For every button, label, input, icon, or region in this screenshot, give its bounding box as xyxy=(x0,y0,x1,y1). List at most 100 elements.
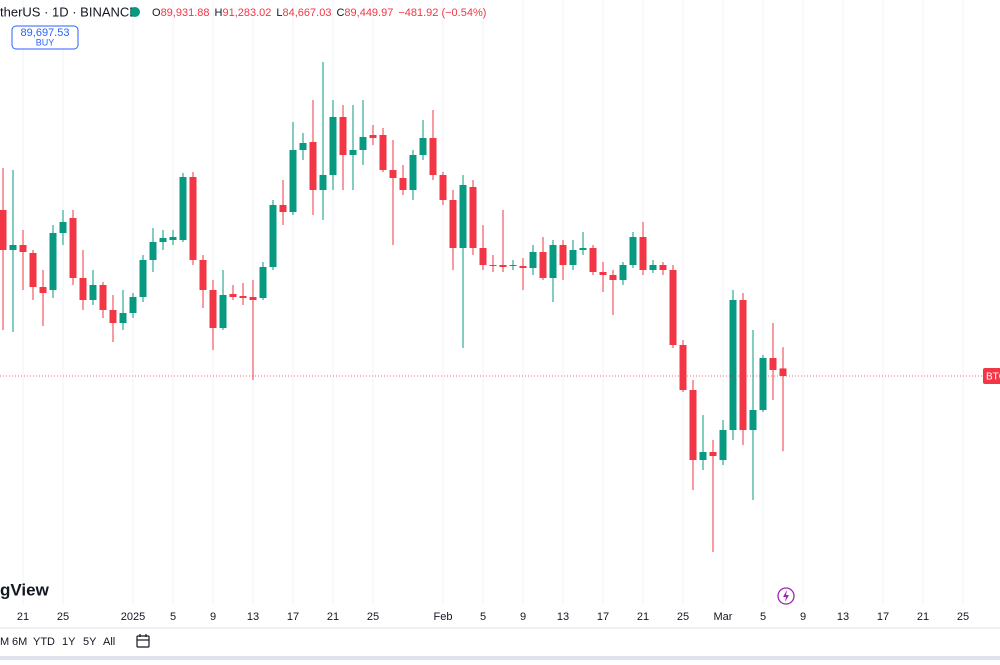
x-tick-label: 17 xyxy=(877,611,889,623)
candle-body xyxy=(129,296,137,314)
range-button[interactable]: 1Y xyxy=(62,636,76,648)
candle-body xyxy=(539,251,547,279)
x-tick-label: 21 xyxy=(17,611,29,623)
candle-body xyxy=(69,218,77,279)
buy-label[interactable]: BUY xyxy=(36,37,55,47)
candle-body xyxy=(29,253,37,287)
candle-body xyxy=(769,358,777,371)
x-tick-label: Mar xyxy=(714,611,733,623)
candle-body xyxy=(329,116,337,176)
x-tick-label: 13 xyxy=(557,611,569,623)
candle-body xyxy=(359,136,367,151)
candle-body xyxy=(489,265,497,267)
candle-body xyxy=(39,286,47,294)
buy-price[interactable]: 89,697.53 xyxy=(21,27,70,39)
candle-body xyxy=(409,155,417,191)
candle-body xyxy=(759,358,767,411)
range-bar: M 6M YTD 1Y 5Y All xyxy=(0,636,115,648)
candle-body xyxy=(149,241,157,261)
candle-body xyxy=(689,390,697,461)
candle-body xyxy=(729,300,737,431)
candle-body xyxy=(89,285,97,301)
candle-body xyxy=(719,430,727,461)
ohlc-key: L xyxy=(276,7,282,19)
x-tick-label: 5 xyxy=(480,611,486,623)
candle-body xyxy=(159,238,167,242)
ohlc-legend: O89,931.88 H91,283.02 L84,667.03 C89,449.97… xyxy=(152,7,486,19)
candle-body xyxy=(389,170,397,179)
range-button[interactable]: YTD xyxy=(33,636,55,648)
candles xyxy=(0,61,787,552)
candle-body xyxy=(169,236,177,241)
candle-body xyxy=(629,236,637,266)
logo[interactable]: gView xyxy=(0,580,50,599)
candle-body xyxy=(379,135,387,171)
candle-body xyxy=(9,245,17,251)
candle-body xyxy=(619,265,627,281)
candle-body xyxy=(459,185,467,249)
x-tick-label: Feb xyxy=(434,611,453,623)
ohlc-value: 89,931.88 xyxy=(161,7,210,19)
market-status[interactable] xyxy=(130,7,140,17)
x-tick-label: 21 xyxy=(637,611,649,623)
x-tick-label: 17 xyxy=(287,611,299,623)
range-button[interactable]: 5Y xyxy=(83,636,97,648)
range-button[interactable]: M xyxy=(0,636,9,648)
x-tick-label: 13 xyxy=(837,611,849,623)
candle-body xyxy=(309,141,317,191)
candle-body xyxy=(119,313,127,324)
candle-body xyxy=(569,250,577,266)
candle-body xyxy=(649,265,657,271)
candle-body xyxy=(109,310,117,324)
ohlc-value: 84,667.03 xyxy=(283,7,332,19)
candle-body xyxy=(589,248,597,272)
candle-body xyxy=(349,150,357,156)
calendar-icon[interactable] xyxy=(136,634,150,648)
buy-button[interactable] xyxy=(11,25,79,50)
candle-body xyxy=(209,290,217,329)
candle-body xyxy=(299,143,307,151)
candle-body xyxy=(49,233,57,291)
candle-body xyxy=(429,138,437,176)
candle-body xyxy=(419,138,427,156)
ohlc-change: −481.92 (−0.54%) xyxy=(398,7,486,19)
candle-body xyxy=(259,266,267,299)
x-tick-label: 5 xyxy=(170,611,176,623)
ohlc-value: 91,283.02 xyxy=(222,7,271,19)
range-button[interactable]: 6M xyxy=(12,636,27,648)
ohlc-value: 89,449.97 xyxy=(344,7,393,19)
candle-body xyxy=(609,275,617,281)
x-tick-label: 5 xyxy=(760,611,766,623)
candle-body xyxy=(749,410,757,431)
symbol: therUS · 1D · BINANCE xyxy=(0,4,138,19)
candle-body xyxy=(449,200,457,249)
ohlc-key: C xyxy=(336,7,344,19)
candle-body xyxy=(319,175,327,191)
candle-body xyxy=(199,260,207,291)
candle-body xyxy=(779,368,787,377)
candle-body xyxy=(249,296,257,301)
candle-body xyxy=(279,205,287,212)
candle-body xyxy=(479,248,487,266)
x-tick-label: 2025 xyxy=(121,611,145,623)
candle-body xyxy=(399,178,407,191)
candle-body xyxy=(529,251,537,269)
candle-body xyxy=(439,175,447,201)
candle-body xyxy=(509,265,517,267)
range-button[interactable]: All xyxy=(103,636,115,648)
candle-body xyxy=(99,285,107,311)
x-tick-label: 25 xyxy=(677,611,689,623)
candle-body xyxy=(79,278,87,301)
x-tick-label: 9 xyxy=(800,611,806,623)
candle-body xyxy=(239,296,247,299)
candle-body xyxy=(269,205,277,267)
candle-body xyxy=(549,245,557,279)
bottom-strip xyxy=(0,656,1000,660)
candle-body xyxy=(19,245,27,252)
candle-body xyxy=(579,248,587,251)
x-tick-label: 9 xyxy=(210,611,216,623)
candle-body xyxy=(639,236,647,271)
grid xyxy=(22,0,964,605)
candle-body xyxy=(499,265,507,267)
price-label-box xyxy=(983,368,1000,385)
